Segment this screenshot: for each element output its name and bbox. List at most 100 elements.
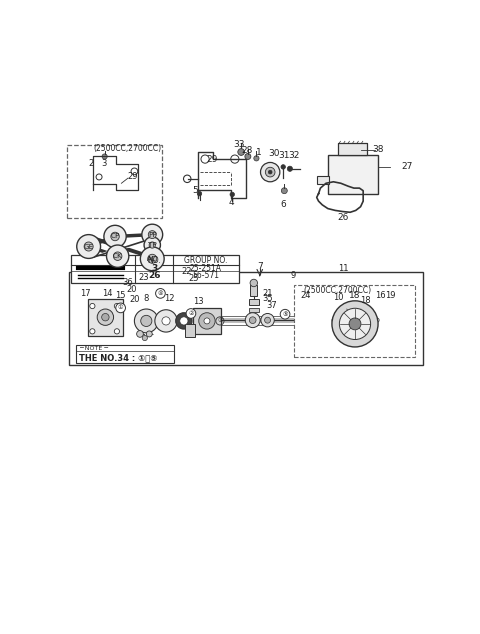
Bar <box>338 143 367 155</box>
Circle shape <box>348 316 359 327</box>
Text: 20: 20 <box>127 285 137 294</box>
Circle shape <box>104 225 126 248</box>
Circle shape <box>107 245 129 268</box>
Text: 1: 1 <box>256 148 262 157</box>
Circle shape <box>162 317 170 325</box>
Text: ④: ④ <box>157 291 163 296</box>
Circle shape <box>281 188 288 194</box>
Circle shape <box>281 165 286 169</box>
Text: (2500CC,2700CC): (2500CC,2700CC) <box>94 144 162 153</box>
Text: 31: 31 <box>278 152 290 160</box>
Text: ②: ② <box>188 311 194 316</box>
Circle shape <box>140 247 164 271</box>
Circle shape <box>328 313 343 328</box>
Bar <box>328 155 378 195</box>
Text: 29: 29 <box>206 155 217 164</box>
Text: 20: 20 <box>129 295 140 304</box>
Circle shape <box>146 331 152 337</box>
Text: 13: 13 <box>193 297 204 306</box>
Text: 36: 36 <box>123 278 133 287</box>
Text: 4: 4 <box>228 198 234 207</box>
Circle shape <box>77 235 100 259</box>
Circle shape <box>332 301 378 347</box>
Circle shape <box>142 335 147 340</box>
Text: 35: 35 <box>262 294 273 303</box>
Text: 25-251A: 25-251A <box>190 264 222 273</box>
Circle shape <box>111 232 120 241</box>
Circle shape <box>264 317 271 323</box>
Text: 26: 26 <box>148 271 160 280</box>
Text: ─ NOTE ─: ─ NOTE ─ <box>79 346 108 351</box>
Circle shape <box>230 192 234 197</box>
Circle shape <box>199 313 215 329</box>
Text: 21: 21 <box>263 289 273 298</box>
Bar <box>71 255 239 283</box>
Bar <box>251 285 257 296</box>
Text: 26: 26 <box>337 214 348 223</box>
Text: 32: 32 <box>288 152 300 160</box>
Circle shape <box>155 310 177 332</box>
Text: 16: 16 <box>374 292 385 301</box>
Bar <box>69 272 423 365</box>
Circle shape <box>288 166 292 171</box>
Text: GROUP NO.: GROUP NO. <box>184 256 228 264</box>
Circle shape <box>268 171 272 174</box>
Text: GE: GE <box>84 243 94 250</box>
Text: 3: 3 <box>101 158 107 167</box>
Text: 7: 7 <box>257 262 263 271</box>
Circle shape <box>148 231 156 238</box>
Text: 23: 23 <box>138 273 149 282</box>
Circle shape <box>381 316 388 324</box>
Circle shape <box>116 303 125 313</box>
Text: 3: 3 <box>151 264 157 273</box>
Circle shape <box>97 309 114 325</box>
Text: 6: 6 <box>281 200 287 209</box>
Bar <box>76 345 174 363</box>
Text: 28: 28 <box>241 146 252 155</box>
Text: 18: 18 <box>349 292 361 301</box>
Circle shape <box>372 315 382 325</box>
Circle shape <box>254 156 259 161</box>
Circle shape <box>197 191 202 196</box>
Circle shape <box>180 317 188 325</box>
Circle shape <box>265 167 275 177</box>
Text: 38: 38 <box>372 145 384 153</box>
Circle shape <box>280 309 290 319</box>
Text: (2500CC,2700CC): (2500CC,2700CC) <box>304 286 372 295</box>
Circle shape <box>102 154 107 159</box>
Circle shape <box>113 252 122 261</box>
Text: THE NO.34 : ①～⑤: THE NO.34 : ①～⑤ <box>79 353 158 362</box>
Circle shape <box>261 313 274 327</box>
Text: 18: 18 <box>360 296 371 306</box>
Text: 33: 33 <box>233 139 245 149</box>
Circle shape <box>148 254 157 263</box>
Text: 11: 11 <box>338 264 349 273</box>
Circle shape <box>134 309 158 333</box>
Circle shape <box>238 149 244 155</box>
Circle shape <box>245 313 260 328</box>
Circle shape <box>176 313 192 329</box>
Text: 22: 22 <box>181 268 192 276</box>
Text: 25: 25 <box>188 274 198 283</box>
Text: 17: 17 <box>80 289 91 298</box>
Bar <box>249 299 259 306</box>
Circle shape <box>332 317 338 323</box>
Circle shape <box>144 237 160 253</box>
Circle shape <box>339 308 371 340</box>
Text: 10: 10 <box>333 293 344 302</box>
Circle shape <box>84 242 93 251</box>
Text: NO.: NO. <box>147 256 161 264</box>
Text: 2: 2 <box>88 159 94 169</box>
Text: CP: CP <box>110 233 120 240</box>
Bar <box>185 324 195 337</box>
Text: 14: 14 <box>102 289 113 298</box>
Circle shape <box>149 242 156 248</box>
Text: 5: 5 <box>192 186 198 195</box>
Text: AC: AC <box>147 256 157 262</box>
Circle shape <box>102 313 109 321</box>
Circle shape <box>114 304 120 309</box>
Text: 24: 24 <box>300 292 311 301</box>
Text: 15: 15 <box>115 291 125 300</box>
Bar <box>317 176 329 184</box>
Circle shape <box>137 330 144 337</box>
